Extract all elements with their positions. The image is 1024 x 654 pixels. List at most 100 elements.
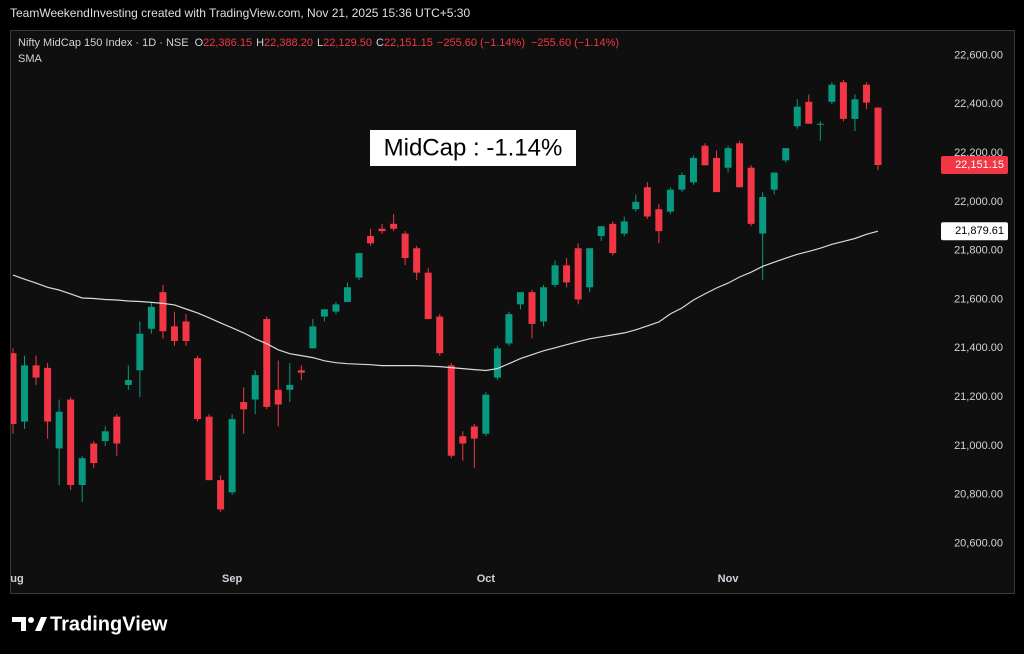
candle-body [805, 101, 813, 124]
price-tag: 22,151.15 [955, 159, 1004, 171]
candle-body [343, 287, 351, 302]
candle-body [367, 236, 375, 244]
candle-body [286, 384, 294, 390]
candle-body [240, 402, 248, 410]
candle-body [874, 107, 882, 165]
annotation-box [370, 130, 576, 166]
candle-body [332, 304, 340, 312]
y-tick-label: 21,000.00 [954, 440, 1003, 452]
candle-body [632, 201, 640, 210]
candle-body [263, 319, 271, 407]
candle-body [770, 172, 778, 190]
plot [11, 79, 882, 512]
candle-body [574, 248, 582, 300]
candle-body [297, 370, 305, 373]
candle-body [713, 157, 721, 193]
candle-body [170, 326, 178, 341]
chart-frame [10, 30, 1015, 594]
sma-line [12, 230, 879, 372]
candle-body [113, 416, 121, 444]
x-tick-label: Nov [718, 573, 740, 585]
candle-body [67, 399, 75, 486]
candle-body [101, 431, 109, 442]
candle-body [643, 187, 651, 217]
y-tick-label: 21,200.00 [954, 391, 1003, 403]
candle-body [540, 287, 548, 322]
candle-body [390, 223, 398, 229]
x-tick-label: Oct [477, 573, 496, 585]
candle-body [724, 148, 732, 168]
candle-body [563, 265, 571, 283]
candle-body [851, 99, 859, 119]
ohlc-value: 22,388.20 [264, 37, 313, 49]
price-tag: 21,879.61 [955, 225, 1004, 237]
y-tick-label: 22,200.00 [954, 147, 1003, 159]
candle-body [597, 226, 605, 237]
y-tick-label: 22,600.00 [954, 49, 1003, 61]
y-tick-label: 21,400.00 [954, 342, 1003, 354]
y-tick-label: 20,800.00 [954, 489, 1003, 501]
y-tick-label: 21,800.00 [954, 245, 1003, 257]
candle-body [11, 353, 17, 424]
candle-body [228, 419, 236, 493]
y-tick-label: 22,000.00 [954, 196, 1003, 208]
candle-body [44, 367, 52, 422]
candle-body [32, 365, 40, 378]
candle-body [793, 106, 801, 127]
candle-body [551, 265, 559, 285]
price-tag-box [941, 222, 1008, 241]
candle-body [839, 82, 847, 119]
candle-body [320, 309, 328, 317]
candle-body [274, 389, 282, 405]
logo-icon [12, 617, 47, 631]
candle-body [251, 375, 259, 400]
candle-body [528, 292, 536, 324]
ohlc-key: H [256, 37, 264, 49]
ohlc-key: O [195, 37, 204, 49]
ohlc-value: 22,386.15 [203, 37, 252, 49]
candle-body [736, 143, 744, 188]
candle-body [620, 221, 628, 234]
candle-body [666, 189, 674, 212]
candle-body [217, 480, 225, 510]
candle-body [862, 84, 870, 103]
candle-body [424, 272, 432, 320]
x-tick-label: Aug [2, 573, 23, 585]
ohlc-key: L [317, 37, 323, 49]
candle-body [828, 84, 836, 102]
candle-body [447, 365, 455, 456]
candle-body [609, 223, 617, 254]
candle-body [701, 145, 709, 166]
ohlc-key: C [376, 37, 384, 49]
change: −255.60 (−1.14%) [437, 37, 525, 49]
candle-body [816, 123, 824, 125]
candle-body [413, 248, 421, 273]
candle-body [194, 358, 202, 420]
y-tick-label: 22,400.00 [954, 98, 1003, 110]
candle-body [401, 233, 409, 259]
ohlc-value: 22,129.50 [323, 37, 372, 49]
candle-body [378, 228, 386, 232]
candle-body [655, 209, 663, 232]
candle-body [205, 416, 213, 481]
candle-body [21, 365, 29, 422]
annotation: MidCap : -1.14% [384, 134, 563, 161]
candle-body [159, 292, 167, 332]
candle-body [759, 196, 767, 234]
candle-body [493, 348, 501, 378]
candle-body [55, 411, 63, 449]
price-tag-box [941, 155, 1008, 174]
candle-body [482, 394, 490, 434]
logo-text: TradingView [50, 613, 168, 635]
sma-label: SMA [18, 53, 43, 65]
y-tick-label: 20,600.00 [954, 537, 1003, 549]
candle-body [136, 333, 144, 371]
symbol: Nifty MidCap 150 Index · 1D · NSE [18, 37, 189, 49]
candle-body [309, 326, 317, 349]
candle-body [678, 175, 686, 190]
candle-body [505, 314, 513, 344]
candle-body [355, 253, 363, 278]
candle-body [147, 306, 155, 329]
change: −255.60 (−1.14%) [531, 37, 619, 49]
